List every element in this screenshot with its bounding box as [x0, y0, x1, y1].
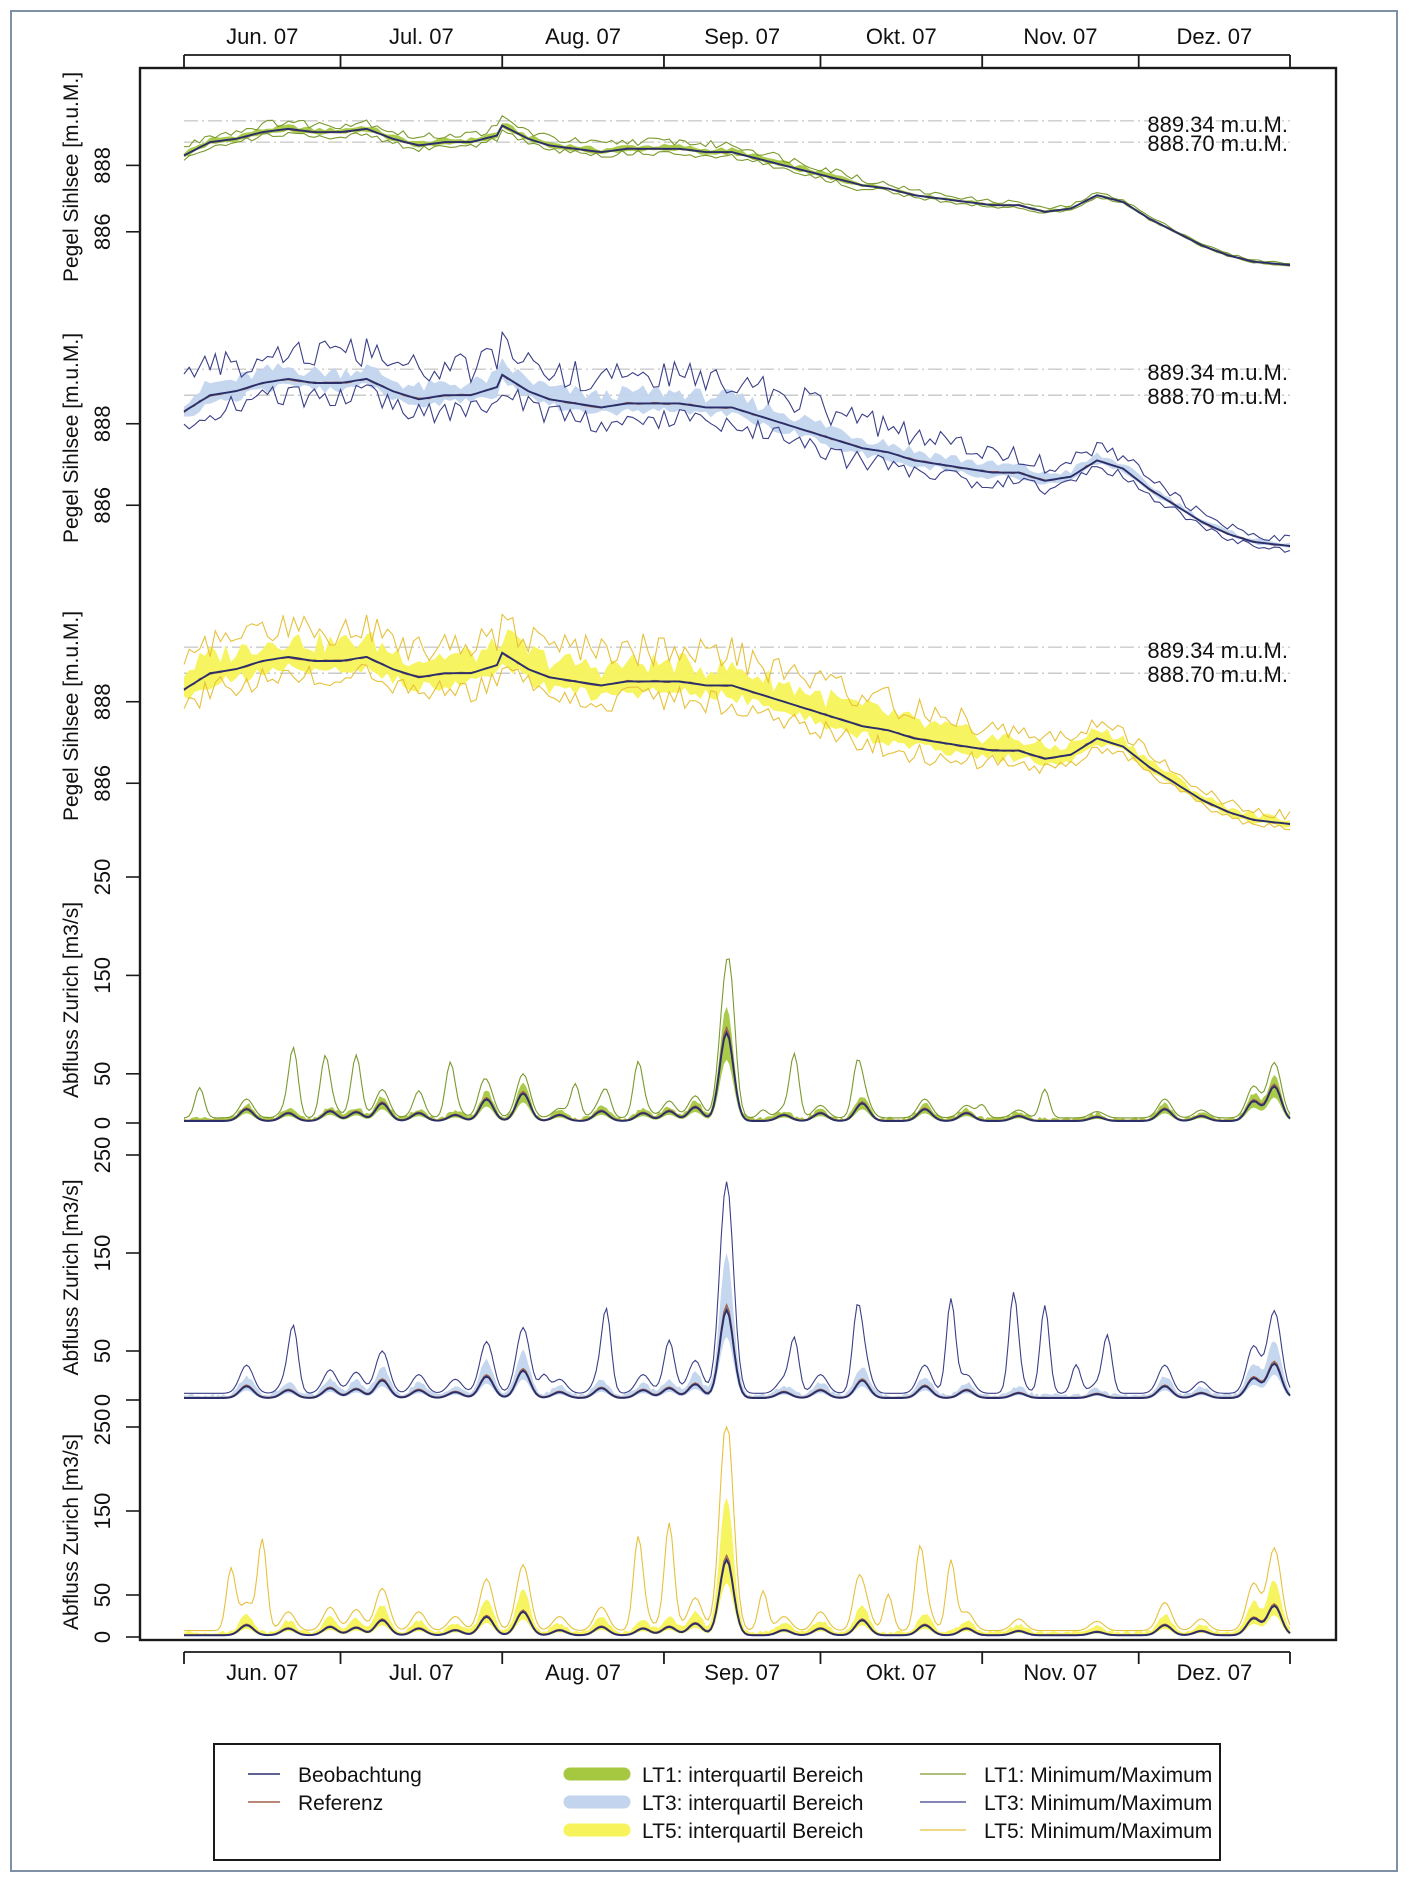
bottom-month-label-5: Nov. 07: [1023, 1660, 1097, 1685]
level-panel-1-ylabel: Pegel Sihlsee [m.u.M.]: [60, 72, 83, 282]
level-panel-1-observation-line: [183, 124, 1291, 266]
top-month-label-5: Nov. 07: [1023, 24, 1097, 49]
legend-label-lt3-mm: LT3: Minimum/Maximum: [984, 1792, 1212, 1815]
flow-panel-2-observation-line: [184, 1307, 1291, 1399]
level-panel-2-refline-label-0: 889.34 m.u.M.: [1147, 360, 1288, 385]
legend-label-lt1-iqr: LT1: interquartil Bereich: [642, 1764, 863, 1787]
flow-panel-1-max-line: [183, 958, 1291, 1119]
level-panel-2: 886 888 Pegel Sihlsee [m.u.M.] 889.34 m.u.M…: [60, 330, 1291, 553]
flow-panel-2-max-line: [184, 1181, 1291, 1394]
level-panel-3: 886 888 Pegel Sihlsee [m.u.M.] 889.34 m.u.M…: [60, 611, 1291, 831]
flow-panel-2-reference-line: [184, 1303, 1291, 1399]
level-panel-1-refline-label-1: 888.70 m.u.M.: [1147, 131, 1288, 156]
flow-panel-1-ylabel: Abfluss Zurich [m3/s]: [60, 902, 83, 1098]
level-panel-2-iqr-band: [184, 358, 1290, 548]
legend-label-lt5-iqr: LT5: interquartil Bereich: [642, 1820, 863, 1843]
flow-panel-3-observation-line: [184, 1557, 1291, 1637]
flow-panel-3-yticklabel-3: 250: [90, 1409, 115, 1446]
level-panel-1-refline-label-0: 889.34 m.u.M.: [1147, 112, 1288, 137]
flow-panel-2-ylabel: Abfluss Zurich [m3/s]: [60, 1179, 83, 1375]
bottom-month-label-4: Okt. 07: [866, 1660, 937, 1685]
top-month-label-4: Okt. 07: [866, 24, 937, 49]
flow-panel-2: 0 50 150 250 Abfluss Zurich [m3/s]: [60, 1137, 1291, 1406]
top-month-label-0: Jun. 07: [226, 24, 298, 49]
level-panel-3-iqr-band: [184, 629, 1290, 828]
level-panel-3-max-line: [183, 613, 1291, 821]
flow-panel-3: 0 50 150 250 Abfluss Zurich [m3/s]: [60, 1409, 1291, 1643]
flow-panel-3-yticklabel-1: 50: [90, 1583, 115, 1607]
level-panel-2-yticklabel-0: 886: [90, 487, 115, 524]
level-panel-2-max-line: [183, 330, 1291, 542]
level-panel-3-observation-line: [183, 651, 1291, 825]
bottom-month-label-0: Jun. 07: [226, 1660, 298, 1685]
flow-panel-1-yticklabel-2: 150: [90, 957, 115, 994]
legend-label-lt1-mm: LT1: Minimum/Maximum: [984, 1764, 1212, 1787]
level-panel-3-yticklabel-1: 888: [90, 683, 115, 720]
flow-panel-1-observation-line: [184, 1030, 1291, 1122]
top-month-label-3: Sep. 07: [704, 24, 780, 49]
level-panel-1-min-line: [183, 129, 1291, 267]
legend-label-ref: Referenz: [298, 1792, 383, 1815]
bottom-month-label-2: Aug. 07: [545, 1660, 621, 1685]
flow-panel-3-yticklabel-2: 150: [90, 1493, 115, 1530]
flow-panel-3-yticklabel-0: 0: [90, 1631, 115, 1643]
flow-panel-1: 0 50 150 250 Abfluss Zurich [m3/s]: [60, 859, 1291, 1129]
level-panel-1: 886 888 Pegel Sihlsee [m.u.M.] 889.34 m.u.M…: [60, 72, 1291, 282]
level-panel-2-observation-line: [183, 373, 1291, 547]
flow-panel-1-yticklabel-3: 250: [90, 859, 115, 896]
flow-panel-2-yticklabel-1: 50: [90, 1339, 115, 1363]
level-panel-3-min-line: [183, 663, 1291, 831]
legend-label-lt5-mm: LT5: Minimum/Maximum: [984, 1820, 1212, 1843]
level-panel-1-yticklabel-0: 886: [90, 213, 115, 250]
level-panel-1-max-line: [183, 115, 1290, 265]
legend: Beobachtung Referenz LT1: interquartil B…: [213, 1743, 1221, 1861]
top-month-label-1: Jul. 07: [389, 24, 454, 49]
level-panel-2-min-line: [183, 384, 1291, 553]
level-panel-3-yticklabel-0: 886: [90, 765, 115, 802]
level-panel-2-refline-label-1: 888.70 m.u.M.: [1147, 384, 1288, 409]
flow-panel-2-yticklabel-2: 150: [90, 1235, 115, 1272]
level-panel-3-refline-label-0: 889.34 m.u.M.: [1147, 638, 1288, 663]
level-panel-1-yticklabel-1: 888: [90, 147, 115, 184]
flow-panel-2-yticklabel-3: 250: [90, 1137, 115, 1174]
flow-panel-1-reference-line: [184, 1025, 1291, 1122]
legend-label-lt3-iqr: LT3: interquartil Bereich: [642, 1792, 863, 1815]
top-month-label-6: Dez. 07: [1176, 24, 1252, 49]
flow-panel-3-max-line: [184, 1425, 1291, 1632]
plot-frame: [138, 66, 1338, 1642]
flow-panel-2-yticklabel-0: 0: [90, 1394, 115, 1406]
bottom-month-label-1: Jul. 07: [389, 1660, 454, 1685]
legend-box: [213, 1743, 1221, 1861]
bottom-month-axis: Jun. 07 Jul. 07 Aug. 07 Sep. 07 Okt. 07 Nov. …: [183, 1651, 1291, 1685]
flow-panel-1-yticklabel-0: 0: [90, 1117, 115, 1129]
page-frame: [10, 10, 1398, 1872]
chart-panels: 886 888 Pegel Sihlsee [m.u.M.] 889.34 m.u.M…: [60, 72, 1291, 1643]
level-panel-1-reference-line: [183, 124, 1291, 267]
flow-panel-1-yticklabel-1: 50: [90, 1062, 115, 1086]
legend-label-obs: Beobachtung: [298, 1764, 422, 1787]
bottom-month-label-6: Dez. 07: [1176, 1660, 1252, 1685]
level-panel-3-ylabel: Pegel Sihlsee [m.u.M.]: [60, 611, 83, 821]
flow-panel-3-ylabel: Abfluss Zurich [m3/s]: [60, 1434, 83, 1630]
bottom-month-label-3: Sep. 07: [704, 1660, 780, 1685]
level-panel-2-yticklabel-1: 888: [90, 405, 115, 442]
top-month-axis: Jun. 07 Jul. 07 Aug. 07 Sep. 07 Okt. 07 Nov. …: [183, 24, 1291, 67]
level-panel-3-refline-label-1: 888.70 m.u.M.: [1147, 662, 1288, 687]
top-month-label-2: Aug. 07: [545, 24, 621, 49]
level-panel-1-iqr-band: [184, 123, 1290, 266]
level-panel-2-ylabel: Pegel Sihlsee [m.u.M.]: [60, 333, 83, 543]
